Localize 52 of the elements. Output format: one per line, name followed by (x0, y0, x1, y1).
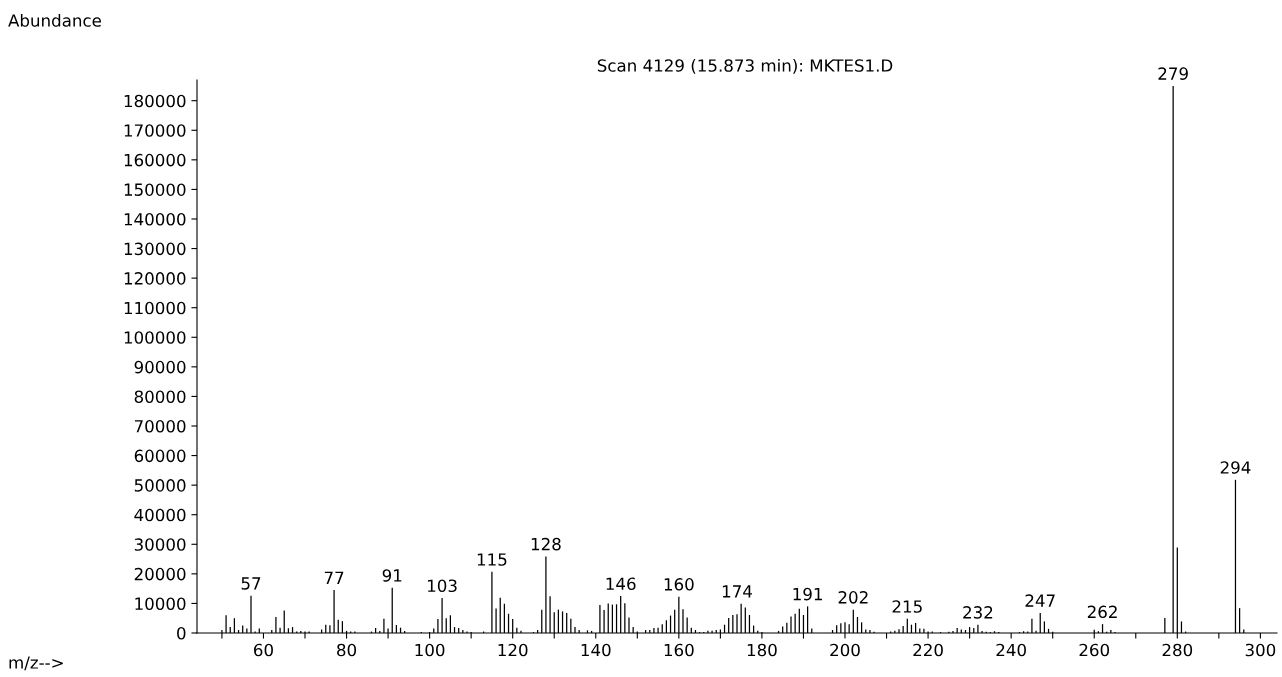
x-tick-label: 60 (254, 643, 273, 657)
annotation: 115 (477, 553, 507, 566)
annotation: 215 (892, 600, 922, 613)
y-tick-label: 100000 (124, 331, 186, 344)
annotation: 232 (963, 606, 993, 619)
chart-title: Scan 4129 (15.873 min): MKTES1.D (597, 58, 893, 74)
y-tick-label: 160000 (124, 153, 186, 167)
y-tick-label: 120000 (124, 272, 186, 285)
y-tick-label: 140000 (124, 212, 186, 226)
y-tick-label: 170000 (124, 124, 186, 137)
y-tick-label: 60000 (134, 449, 186, 463)
y-tick-label: 70000 (134, 419, 186, 433)
x-tick-label: 140 (581, 643, 611, 657)
x-tick-label: 160 (664, 643, 694, 657)
x-axis-title: m/z--> (9, 656, 63, 671)
x-tick-label: 220 (913, 643, 943, 657)
x-tick-label: 240 (996, 643, 1026, 657)
x-tick-label: 300 (1245, 643, 1276, 657)
annotation: 279 (1158, 67, 1188, 80)
y-tick-label: 10000 (135, 597, 186, 610)
annotation: 77 (324, 571, 344, 584)
y-tick-label: 30000 (134, 538, 186, 551)
annotation: 191 (793, 587, 822, 601)
annotation: 202 (838, 591, 868, 604)
y-tick-label: 90000 (134, 360, 186, 374)
annotation: 262 (1087, 605, 1117, 619)
y-tick-label: 40000 (134, 508, 186, 522)
annotation: 103 (428, 579, 457, 593)
x-tick-label: 260 (1079, 643, 1110, 657)
y-tick-label: 110000 (124, 301, 186, 315)
annotation: 160 (664, 578, 694, 591)
y-axis-title: Abundance (8, 13, 101, 27)
annotation: 146 (606, 577, 636, 591)
x-tick-label: 80 (337, 643, 357, 657)
y-tick-label: 50000 (134, 479, 186, 492)
x-tick-label: 180 (747, 643, 777, 657)
y-tick-label: 150000 (124, 183, 186, 196)
x-tick-label: 100 (415, 643, 445, 657)
annotation: 247 (1025, 594, 1055, 607)
annotation: 91 (382, 569, 402, 582)
x-tick-label: 120 (498, 643, 528, 657)
y-tick-label: 0 (177, 626, 186, 640)
annotation: 294 (1220, 461, 1251, 474)
y-tick-label: 80000 (134, 390, 186, 403)
y-tick-label: 180000 (124, 94, 186, 108)
y-tick-label: 20000 (134, 567, 186, 581)
annotation: 174 (722, 585, 752, 598)
x-tick-label: 280 (1162, 643, 1193, 657)
annotation: 128 (531, 537, 561, 551)
x-tick-label: 200 (830, 643, 860, 657)
annotation: 57 (241, 577, 261, 590)
y-tick-label: 130000 (124, 242, 186, 256)
